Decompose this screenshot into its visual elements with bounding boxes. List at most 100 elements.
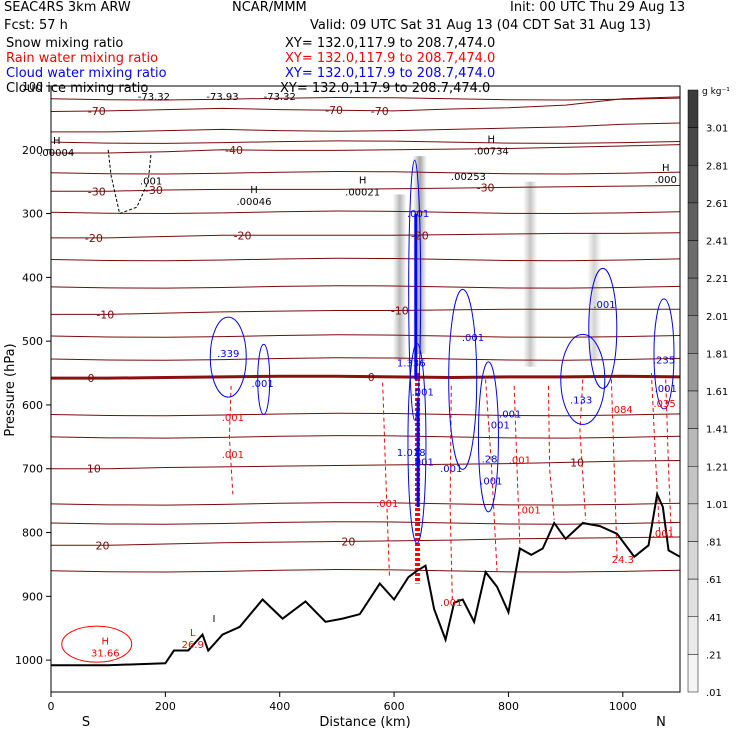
extremum-marker: I — [212, 614, 215, 625]
isotherm — [51, 459, 680, 470]
isotherm — [51, 97, 680, 101]
x-tick-label: 1000 — [609, 700, 637, 713]
cloud-water-contours — [107, 149, 675, 544]
colorbar-level: .21 — [706, 650, 722, 661]
extremum-marker: L — [190, 628, 196, 639]
isotherm-label: -70 — [325, 104, 343, 117]
cloud-water-field-label: Cloud water mixing ratio — [6, 66, 167, 81]
cloud-ice-field-label: Cloud ice mixing ratio — [6, 81, 149, 96]
contour-labels: -70 -70 -70 -40 -30 -30 -30 -20 -20 -20 -10 -10 0 0 10… — [39, 92, 677, 660]
snow-column — [392, 194, 407, 361]
isotherm — [51, 308, 680, 315]
top-temperature-label: -73.32 — [264, 92, 296, 103]
colorbar-level: .41 — [706, 613, 722, 624]
isotherm — [51, 210, 680, 215]
cloud-water-label: .001 — [440, 464, 462, 475]
isotherm-label: -30 — [477, 181, 495, 194]
rain-label: .084 — [611, 405, 633, 416]
extremum-value: .00046 — [236, 197, 271, 208]
top-temperature-label: -73.93 — [206, 92, 238, 103]
y-tick-label: 400 — [22, 271, 43, 284]
extremum-marker: H — [662, 163, 670, 174]
colorbar-level: .61 — [706, 575, 722, 586]
colorbar-swatch — [687, 466, 699, 505]
rain-label: .001 — [222, 450, 244, 461]
colorbar-level: 2.41 — [706, 237, 728, 248]
x-tick-label: 200 — [155, 700, 176, 713]
extremum-value: .00021 — [345, 187, 380, 198]
isotherm-label: -30 — [88, 185, 106, 198]
organization-label: NCAR/MMM — [232, 0, 307, 15]
extremum-marker: H — [488, 135, 496, 146]
y-tick-label: 500 — [22, 335, 43, 348]
rain-contour — [228, 385, 234, 495]
colorbar-level: .01 — [706, 688, 722, 699]
terrain-line — [51, 490, 680, 667]
isotherm-label: -20 — [234, 229, 252, 242]
isotherm — [51, 232, 680, 239]
isotherm — [51, 257, 680, 262]
colorbar-level: 2.01 — [706, 312, 728, 323]
rain-contour — [485, 379, 498, 571]
extremum-marker: H — [250, 185, 258, 196]
cloud-water-label: .235 — [653, 355, 675, 366]
isotherm-label: -10 — [96, 308, 114, 321]
cloud-water-contour — [257, 343, 271, 415]
extremum-value: .00734 — [474, 147, 509, 158]
valid-time-label: Valid: 09 UTC Sat 31 Aug 13 (04 CDT Sat … — [310, 18, 651, 33]
colorbar-level: 1.81 — [706, 349, 728, 360]
cloud-water-label: .001 — [407, 209, 429, 220]
colorbar-level: 1.01 — [706, 500, 728, 511]
rain-xy-label: XY= 132.0,117.9 to 208.7,474.0 — [285, 51, 496, 66]
colorbar-swatch — [687, 202, 699, 241]
rain-label: .001 — [518, 505, 540, 516]
snow-column — [587, 232, 602, 361]
y-tick-label: 300 — [22, 208, 43, 221]
colorbar-swatch — [687, 503, 699, 542]
plot-frame — [50, 85, 681, 693]
y-tick-label: 800 — [22, 527, 43, 540]
terrain-profile — [51, 490, 680, 667]
init-time-label: Init: 00 UTC Thu 29 Aug 13 — [510, 0, 686, 15]
cloud-water-label: .001 — [462, 333, 484, 344]
isotherm — [51, 185, 680, 192]
cloud-water-label: .001 — [251, 379, 273, 390]
y-axis-title: Pressure (hPa) — [3, 343, 18, 436]
rain-water-contours — [61, 373, 672, 663]
extremum-marker: H — [102, 637, 110, 648]
rain-contour — [61, 625, 133, 663]
cloud-water-label: .28 — [482, 454, 498, 465]
cloud-water-label: .339 — [217, 349, 239, 360]
y-tick-label: 1000 — [15, 654, 43, 667]
top-temperature-label: -73.32 — [138, 92, 170, 103]
isotherm-label: -40 — [225, 144, 243, 157]
cloud-water-label: .001 — [488, 421, 510, 432]
isotherm — [51, 435, 680, 439]
extremum-value: .00253 — [451, 172, 486, 183]
isotherm-label: -70 — [371, 105, 389, 118]
isotherm-label: 10 — [87, 463, 101, 476]
snow-xy-label: XY= 132.0,117.9 to 208.7,474.0 — [285, 36, 496, 51]
isotherm — [51, 569, 680, 573]
x-tick-label: 400 — [269, 700, 290, 713]
extremum-value: 26.9 — [182, 640, 204, 651]
cloud-water-label: .001 — [499, 410, 521, 421]
y-tick-label: 600 — [22, 399, 43, 412]
colorbar: 3.01 2.81 2.61 2.41 2.21 2.01 1.81 1.61 1.41 1.21… — [687, 87, 730, 699]
y-tick-label: 700 — [22, 463, 43, 476]
colorbar-level: 1.41 — [706, 425, 728, 436]
cloud-water-label: .133 — [570, 396, 592, 407]
colorbar-swatch — [687, 428, 699, 467]
cloud-water-label: .001 — [655, 384, 677, 395]
extremum-marker: H — [359, 175, 367, 186]
isotherm-label: -20 — [411, 229, 429, 242]
isotherm — [51, 357, 680, 361]
colorbar-swatch — [687, 578, 699, 617]
colorbar-swatch — [687, 616, 699, 655]
x-tick-label: 0 — [48, 700, 55, 713]
colorbar-swatch — [687, 277, 699, 316]
extremum-value: .000 — [655, 175, 677, 186]
rain-label: .001 — [222, 413, 244, 424]
